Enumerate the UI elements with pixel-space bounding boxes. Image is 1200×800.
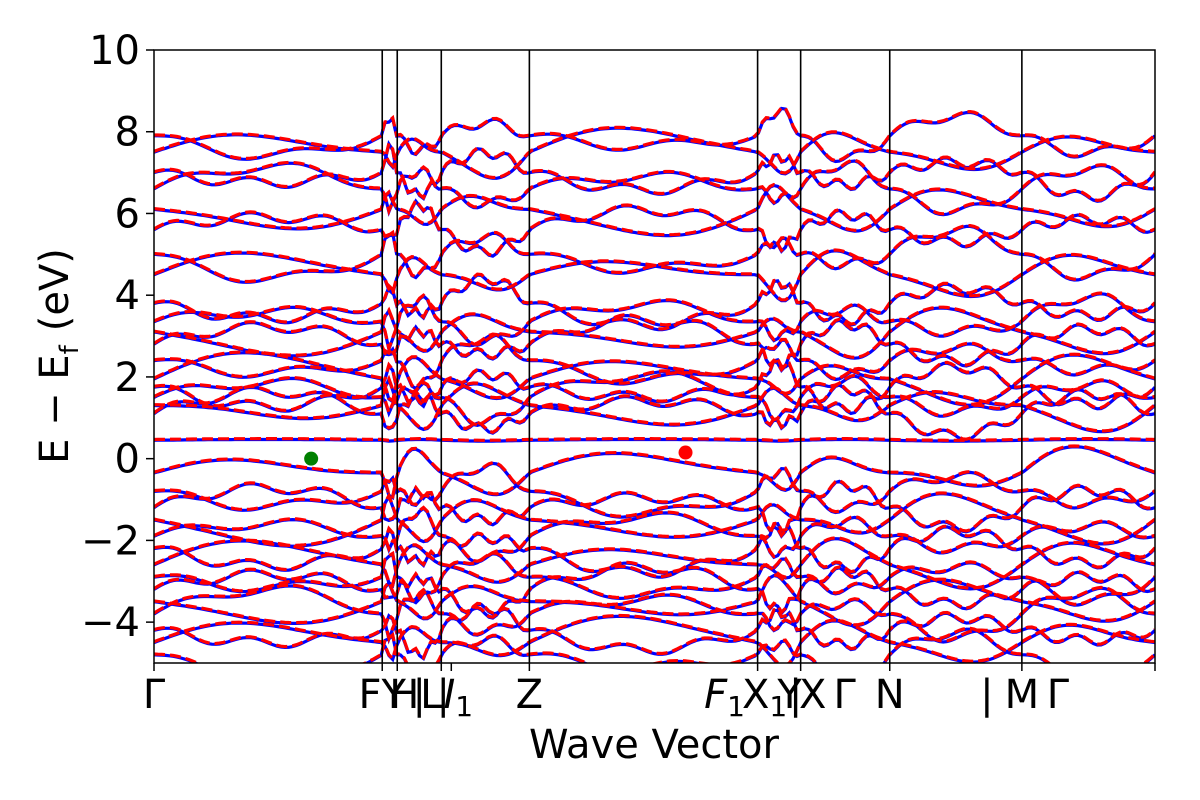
band-line <box>154 573 1155 627</box>
band-line <box>154 357 1155 415</box>
x-tick-label: X <box>799 672 826 718</box>
x-tick-label: Γ <box>834 672 857 718</box>
band-line <box>154 583 1155 644</box>
extremum-marker <box>678 445 693 460</box>
x-tick-label: X1 <box>742 672 787 723</box>
x-tick-label: | <box>980 672 993 718</box>
x-tick-label: | <box>789 672 802 718</box>
band-line <box>154 436 1155 442</box>
markers-group <box>304 445 693 466</box>
band-line <box>154 444 1155 500</box>
extremum-marker <box>304 451 319 466</box>
x-tick-label: I1 <box>443 672 473 723</box>
x-tick-label: N <box>875 672 905 718</box>
band-line <box>154 272 1155 331</box>
x-tick-label: H <box>389 672 419 718</box>
x-tick-label: F1 <box>704 672 745 723</box>
x-tick-label: Γ <box>143 672 166 718</box>
band-line <box>154 560 1155 619</box>
band-line <box>154 139 1155 203</box>
y-tick-label: 6 <box>115 191 140 237</box>
band-line <box>154 491 1155 548</box>
x-tick-label: | <box>413 672 426 718</box>
band-line <box>154 249 1155 303</box>
y-axis-label-unit: (eV) <box>32 248 78 331</box>
x-tick-label: | <box>437 672 450 718</box>
band-line <box>154 305 1155 360</box>
x-tick-label: Γ <box>1047 672 1070 718</box>
high-symmetry-lines <box>381 50 1023 663</box>
y-tick-label: −4 <box>81 600 140 646</box>
band-line <box>154 369 1155 428</box>
band-line <box>154 460 1155 518</box>
band-line <box>154 224 1155 284</box>
bands-group <box>154 105 1155 663</box>
y-axis-label-sub: f <box>55 344 85 354</box>
band-line <box>154 313 1155 373</box>
y-tick-label: 4 <box>115 273 140 319</box>
y-tick-label: 2 <box>115 355 140 401</box>
y-axis: −4 −2 0 2 4 6 8 10 <box>81 28 154 646</box>
band-line <box>154 550 1155 606</box>
x-tick-label: Z <box>516 672 543 718</box>
band-line <box>154 613 1155 663</box>
plot-frame <box>153 49 1156 664</box>
band-line <box>154 382 1155 441</box>
band-line <box>154 601 1155 661</box>
band-line <box>154 350 1155 407</box>
y-axis-label-main: E − E <box>32 354 78 464</box>
band-line <box>154 521 1155 578</box>
band-line <box>154 158 1155 217</box>
y-tick-label: 10 <box>89 28 140 74</box>
y-tick-label: −2 <box>81 518 140 564</box>
y-axis-label: E − Ef (eV) <box>32 248 85 464</box>
band-line <box>154 106 1155 164</box>
band-line <box>154 197 1155 258</box>
x-tick-label: L <box>420 672 443 718</box>
x-tick-label: FY <box>359 672 407 718</box>
x-axis-label: Wave Vector <box>529 722 780 768</box>
y-tick-label: 8 <box>115 110 140 156</box>
band-line <box>154 626 1155 663</box>
x-tick-label: M <box>1005 672 1040 718</box>
band-line <box>154 505 1155 563</box>
band-line <box>154 105 1155 163</box>
band-line <box>154 332 1155 390</box>
y-tick-label: 0 <box>115 437 140 483</box>
band-line <box>154 182 1155 237</box>
band-line <box>154 291 1155 355</box>
band-line <box>154 125 1155 180</box>
band-line <box>154 478 1155 539</box>
band-line <box>154 536 1155 590</box>
x-tick-label: Y <box>776 672 802 718</box>
band-line <box>154 248 1155 302</box>
